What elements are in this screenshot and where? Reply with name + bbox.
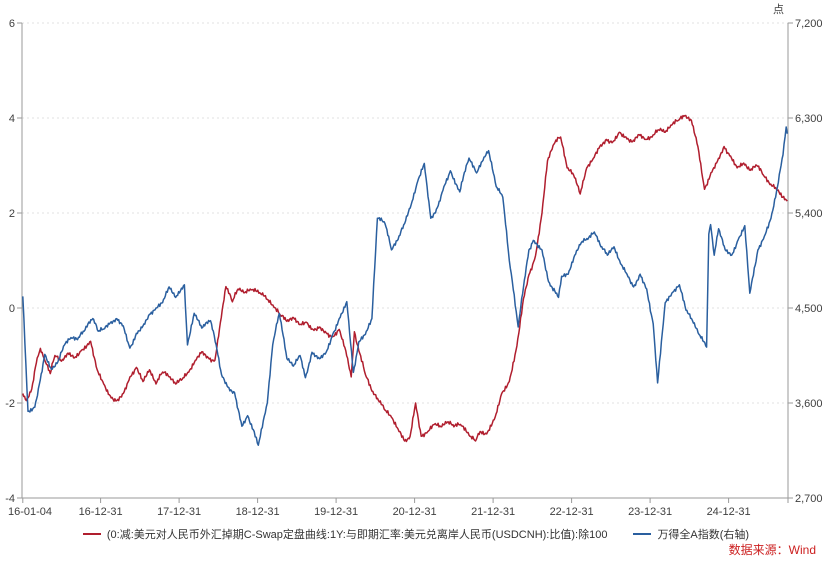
- plot-area: 6 4 2 0 -2 -4 7,200 6,300 5,400 4,500 3,600 2,700 点 1…: [5, 3, 823, 518]
- svg-text:19-12-31: 19-12-31: [314, 506, 358, 518]
- legend-label-swap-ratio: (0:减:美元对人民币外汇掉期C-Swap定盘曲线:1Y:与即期汇率:美元兑离岸…: [106, 529, 608, 541]
- svg-text:18-12-31: 18-12-31: [236, 506, 280, 518]
- blue-line-swatch: [633, 533, 652, 535]
- svg-text:-4: -4: [5, 493, 15, 505]
- svg-text:21-12-31: 21-12-31: [471, 506, 515, 518]
- svg-text:4,500: 4,500: [795, 303, 823, 315]
- svg-text:20-12-31: 20-12-31: [393, 506, 437, 518]
- legend-label-wind-index: 万得全A指数(右轴): [657, 529, 750, 541]
- svg-text:16-12-31: 16-12-31: [79, 506, 123, 518]
- legend-item-wind-index: 万得全A指数(右轴): [633, 526, 749, 542]
- chart-legend: (0:减:美元对人民币外汇掉期C-Swap定盘曲线:1Y:与即期汇率:美元兑离岸…: [0, 526, 832, 542]
- svg-text:17-12-31: 17-12-31: [157, 506, 201, 518]
- svg-text:6,300: 6,300: [795, 113, 823, 125]
- svg-text:22-12-31: 22-12-31: [550, 506, 594, 518]
- red-line-swatch: [82, 533, 101, 535]
- svg-text:4: 4: [9, 113, 15, 125]
- data-source-note: 数据来源：Wind: [728, 543, 816, 557]
- svg-text:23-12-31: 23-12-31: [628, 506, 672, 518]
- svg-text:16-01-04: 16-01-04: [8, 506, 52, 518]
- svg-text:点: 点: [773, 3, 784, 16]
- svg-text:0: 0: [9, 303, 15, 315]
- svg-text:2: 2: [9, 208, 15, 220]
- svg-text:6: 6: [9, 18, 15, 30]
- svg-text:2,700: 2,700: [795, 493, 823, 505]
- svg-text:24-12-31: 24-12-31: [707, 506, 751, 518]
- legend-item-swap-ratio: (0:减:美元对人民币外汇掉期C-Swap定盘曲线:1Y:与即期汇率:美元兑离岸…: [82, 526, 608, 542]
- svg-text:3,600: 3,600: [795, 398, 823, 410]
- svg-text:-2: -2: [5, 398, 15, 410]
- svg-text:5,400: 5,400: [795, 208, 823, 220]
- svg-text:7,200: 7,200: [795, 18, 823, 30]
